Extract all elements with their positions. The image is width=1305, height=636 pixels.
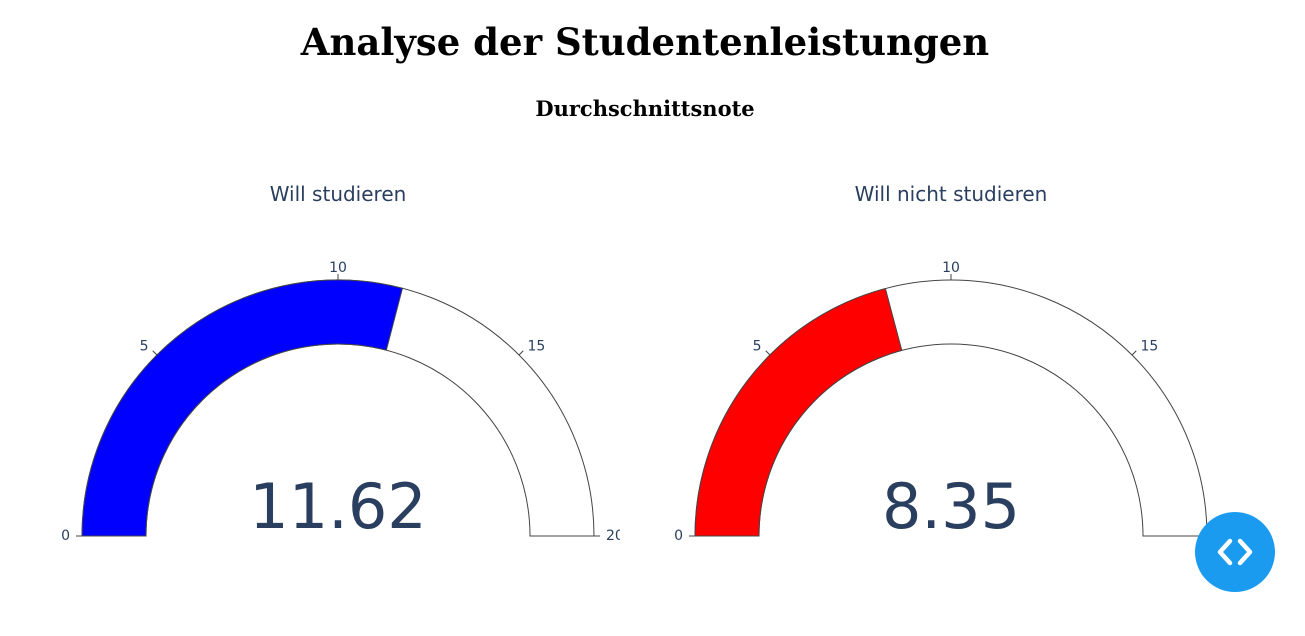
- gauge-will-studieren: Will studieren 0 5 10 15 20 11.62: [61, 182, 624, 544]
- gauge-tick-label: 5: [753, 338, 762, 354]
- gauge-value-number: 8.35: [882, 470, 1020, 543]
- gauge-tick: [1131, 350, 1137, 356]
- gauge-tick-label: 15: [1141, 338, 1159, 354]
- gauge-will-nicht-studieren: Will nicht studieren 0 5 10 15 8.35: [674, 182, 1208, 544]
- code-toggle-button[interactable]: [1195, 512, 1275, 592]
- gauge-tick-label: 0: [674, 528, 683, 544]
- gauge-tick-label: 20: [606, 528, 624, 544]
- code-icon: [1217, 538, 1253, 566]
- gauge-title: Will studieren: [270, 182, 407, 206]
- section-title: Durchschnittsnote: [535, 96, 755, 121]
- gauge-value-bar: [694, 287, 903, 537]
- gauge-tick: [152, 350, 158, 356]
- gauge-tick: [518, 350, 524, 356]
- gauge-tick-label: 15: [528, 338, 546, 354]
- gauge-tick-label: 5: [140, 338, 149, 354]
- gauge-tick-label: 10: [329, 260, 347, 276]
- gauge-title: Will nicht studieren: [855, 182, 1048, 206]
- gauge-tick: [765, 350, 771, 356]
- gauge-value-number: 11.62: [249, 470, 427, 543]
- gauge-tick-label: 0: [61, 528, 70, 544]
- gauge-value-bar: [81, 279, 404, 537]
- page-title: Analyse der Studentenleistungen: [300, 20, 990, 64]
- gauge-tick-label: 10: [942, 260, 960, 276]
